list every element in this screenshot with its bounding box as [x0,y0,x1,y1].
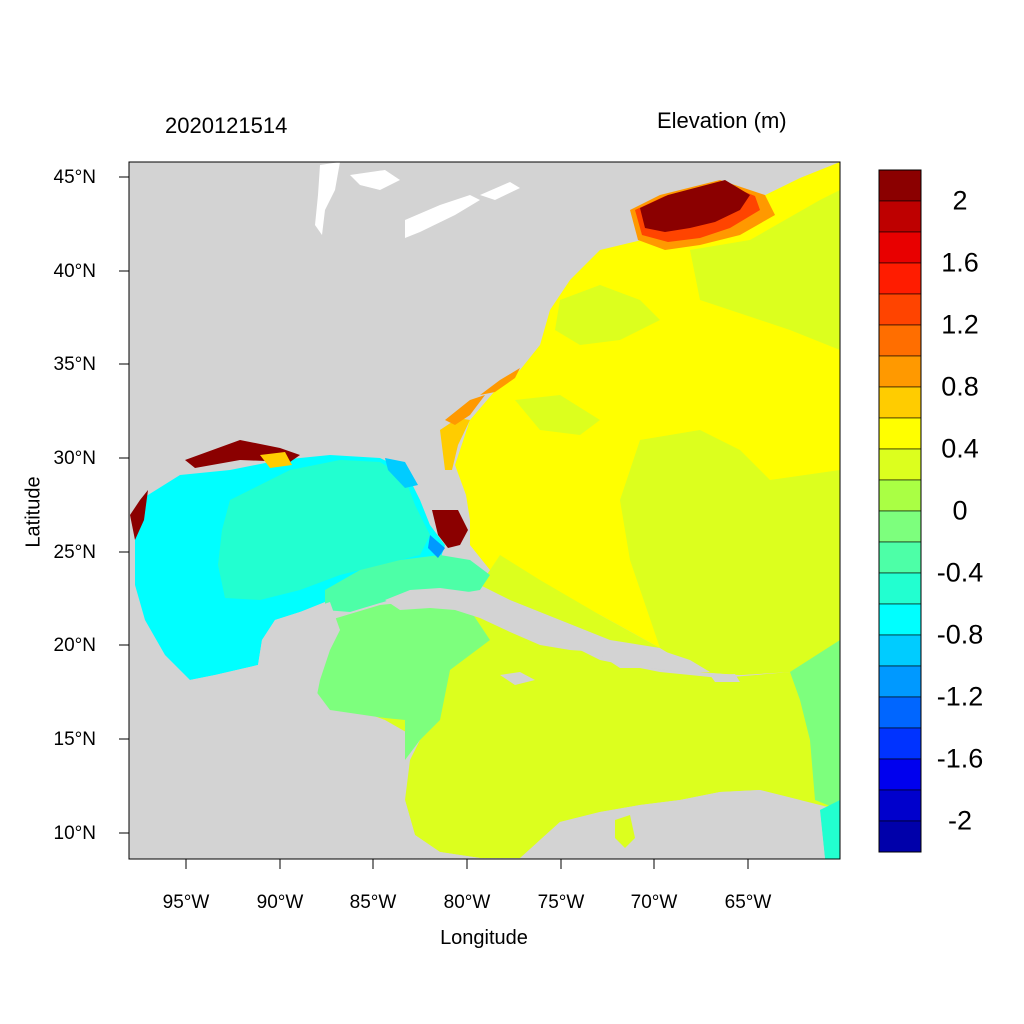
colorbar-label: 2 [952,185,968,216]
colorbar-swatch [878,572,922,605]
gulf-of-maine-surge [640,180,750,232]
central-america-land [129,665,520,859]
colorbar-swatch [878,355,922,388]
colorbar-swatch [878,386,922,419]
y-tick-label: 10°N [53,823,96,844]
colorbar-swatch [878,293,922,326]
colorbar-label: -0.4 [936,557,984,588]
puerto-rico-land [710,674,740,682]
colorbar-swatch [878,727,922,760]
open-ocean-patch [620,430,840,675]
colorbar-swatch [878,324,922,357]
open-ocean-patch [480,555,660,648]
open-ocean-patch [690,190,840,350]
colorbar-label: 0 [952,495,968,526]
colorbar-label: 0.8 [941,371,979,402]
florida-coast-orange [440,418,470,470]
y-tick-label: 30°N [53,448,96,469]
open-ocean-patch [515,395,600,435]
y-tick-label: 35°N [53,354,96,375]
south-america-land [520,790,825,859]
hispaniola-land [600,648,710,672]
gulf-coast-surge [260,452,292,468]
x-tick-label: 65°W [724,892,772,913]
florida-surge [432,510,468,548]
jamaica-land [500,672,535,685]
colorbar-label: 1.6 [941,247,979,278]
colorbar-frame [878,169,922,853]
colorbar-swatch [878,417,922,450]
x-tick-marks [185,859,749,869]
florida-straits-patch [325,555,490,612]
y-tick-label: 15°N [53,729,96,750]
colorbar-swatch [878,541,922,574]
gulf-east-low [428,535,445,558]
cuba-land [385,588,600,652]
colorbar-swatch [878,262,922,295]
y-tick-label: 45°N [53,167,96,188]
y-tick-label: 20°N [53,635,96,656]
colorbar-swatch [878,448,922,481]
colorbar-swatch [878,479,922,512]
western-caribbean [315,600,490,760]
colorbar-swatch [878,169,922,202]
colorbar-swatch [878,634,922,667]
colorbar-label: 0.4 [941,433,979,464]
x-axis-label: Longitude [440,927,528,949]
great-lakes [480,182,520,200]
colorbar-swatch [878,603,922,636]
colorbar-label: -1.2 [936,681,984,712]
colorbar-swatch [878,758,922,791]
caribbean-corner [820,800,840,859]
maracaibo-water [615,815,635,848]
x-tick-label: 95°W [162,892,210,913]
colorbar-swatch [878,820,922,853]
variable-title: Elevation (m) [657,108,787,133]
open-ocean-patch [555,285,660,345]
y-axis-label: Latitude [22,476,45,548]
colorbar-label: -2 [947,805,973,836]
colorbar-swatch [878,789,922,822]
plot-frame [128,161,841,860]
colorbar-swatch [878,231,922,264]
colorbar-swatch [878,665,922,698]
colorbar-label: 1.2 [941,309,979,340]
colorbar-swatch [878,200,922,233]
texas-coast-surge [130,490,148,540]
great-lakes [350,170,400,190]
y-tick-marks [119,176,129,834]
gulf-central-patch [218,460,430,600]
colorbar-label: -1.6 [936,743,984,774]
great-lakes [405,195,480,238]
x-tick-label: 85°W [349,892,397,913]
georgia-coast-orange [445,395,485,425]
colorbar [878,169,922,853]
x-tick-label: 90°W [256,892,304,913]
colorbar-label: -0.8 [936,619,984,650]
x-tick-label: 75°W [537,892,585,913]
carolina-coast [480,368,520,395]
date-title: 2020121514 [165,113,288,138]
y-tick-label: 25°N [53,542,96,563]
gulf-east-low [385,458,418,488]
x-tick-label: 80°W [443,892,491,913]
colorbar-swatch [878,696,922,729]
x-tick-label: 70°W [630,892,678,913]
yucatan-land [258,602,340,720]
y-tick-label: 40°N [53,261,96,282]
eastern-caribbean-edge [790,640,840,810]
great-lakes [315,162,340,235]
map-area [129,162,840,859]
colorbar-swatch [878,510,922,543]
